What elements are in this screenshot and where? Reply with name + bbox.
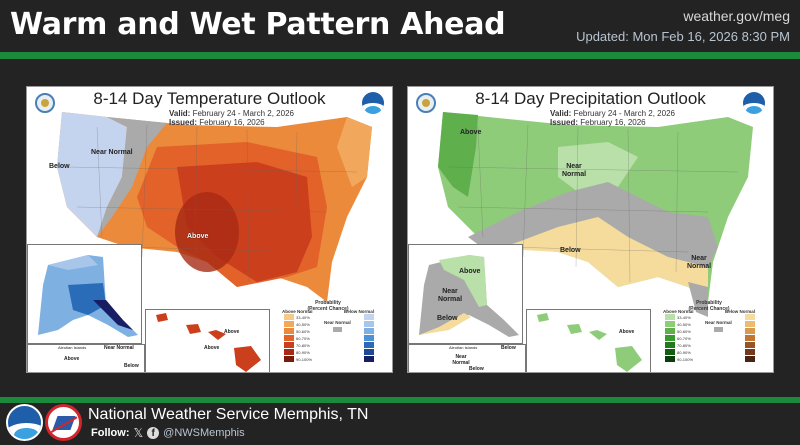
legend-below-swatches (364, 314, 374, 363)
page-title: Warm and Wet Pattern Ahead (10, 7, 506, 42)
label-aleutian-islands: Aleutian Islands (449, 345, 478, 350)
label-aleutians-below: Below (501, 345, 516, 351)
issued-date: Issued: February 16, 2026 (169, 118, 265, 127)
updated-timestamp: Updated: Mon Feb 16, 2026 8:30 PM (576, 29, 790, 44)
legend-title: Probability (Percent Chance) (307, 300, 349, 312)
legend-above-header: Above Normal (663, 309, 694, 314)
issued-label: Issued: (550, 118, 579, 127)
aleutian-inset: Aleutian Islands Near Normal Above Below (27, 344, 145, 372)
temperature-title: 8-14 Day Temperature Outlook (93, 89, 326, 108)
label-northern-rockies: Near Normal (91, 149, 133, 156)
nws-logo-icon (45, 404, 82, 441)
follow-label: Follow: (91, 427, 130, 439)
label-hawaii-above-2: Above (204, 345, 220, 351)
hawaii-inset: Above (526, 309, 651, 372)
precipitation-title: 8-14 Day Precipitation Outlook (475, 89, 706, 108)
legend-below-header: Below Normal (344, 309, 375, 314)
noaa-logo-icon (743, 92, 765, 114)
label-south: Below (560, 247, 581, 254)
label-northwest: Above (460, 129, 482, 136)
issued-date: Issued: February 16, 2026 (550, 118, 646, 127)
label-aleutians-near: Near Normal (452, 354, 470, 366)
alaska-inset (27, 244, 142, 344)
label-aleutians-below: Below (124, 363, 139, 369)
legend-above-swatches: 33-40% 40-50% 50-60% 60-70% 70-80% 80-90… (284, 314, 312, 363)
hawaii-inset: Above Above (145, 309, 270, 372)
label-northwest: Below (49, 163, 70, 170)
commerce-seal-icon (416, 93, 436, 113)
organization-name: National Weather Service Memphis, TN (88, 406, 369, 423)
follow-line: Follow: 𝕏 f @NWSMemphis (91, 426, 245, 440)
label-central: Above (187, 233, 209, 240)
temperature-outlook-map: 8-14 Day Temperature Outlook Valid: Febr… (26, 86, 393, 373)
valid-dates: Valid: February 24 - March 2, 2026 (169, 109, 294, 118)
valid-value: February 24 - March 2, 2026 (573, 109, 675, 118)
valid-dates: Valid: February 24 - March 2, 2026 (550, 109, 675, 118)
accent-bar-bottom (0, 397, 800, 403)
temperature-legend: Probability (Percent Chance) Above Normal… (268, 300, 388, 368)
social-handle[interactable]: @NWSMemphis (163, 427, 245, 439)
hawaii-map-graphic (537, 313, 642, 372)
legend-above-swatches: 33-40% 40-50% 50-60% 60-70% 70-80% 80-90… (665, 314, 693, 363)
label-florida: Near Normal (686, 255, 712, 270)
label-aleutians-below-2: Below (469, 366, 484, 372)
label-aleutians-near: Near Normal (104, 345, 134, 351)
header: Warm and Wet Pattern Ahead weather.gov/m… (0, 0, 800, 50)
label-alaska-near: Near Normal (437, 288, 463, 303)
legend-below-header: Below Normal (725, 309, 756, 314)
label-hawaii-above: Above (619, 329, 635, 335)
label-alaska-above: Above (459, 268, 481, 275)
label-aleutian-islands: Aleutian Islands (58, 345, 87, 350)
legend-title: Probability (Percent Chance) (688, 300, 730, 312)
alaska-inset: Above Near Normal Below (408, 244, 523, 344)
precipitation-map-graphic (438, 112, 753, 317)
site-url[interactable]: weather.gov/meg (683, 8, 790, 24)
label-aleutians-above: Above (64, 356, 80, 362)
precipitation-legend: Probability (Percent Chance) Above Normal… (649, 300, 769, 368)
noaa-logo-icon (362, 92, 384, 114)
legend-above-header: Above Normal (282, 309, 313, 314)
label-central-plains: Near Normal (561, 163, 587, 178)
facebook-icon[interactable]: f (147, 427, 160, 439)
legend-near-normal: Near Normal (324, 320, 351, 332)
issued-value: February 16, 2026 (580, 118, 646, 127)
valid-label: Valid: (169, 109, 191, 118)
valid-value: February 24 - March 2, 2026 (192, 109, 294, 118)
alaska-map-graphic (38, 255, 138, 337)
label-alaska-below: Below (437, 315, 458, 322)
noaa-logo-icon (6, 404, 43, 441)
issued-value: February 16, 2026 (199, 118, 265, 127)
alaska-map-graphic (419, 255, 519, 337)
precipitation-outlook-map: 8-14 Day Precipitation Outlook Valid: Fe… (407, 86, 774, 373)
valid-label: Valid: (550, 109, 572, 118)
legend-below-swatches (745, 314, 755, 363)
issued-label: Issued: (169, 118, 198, 127)
x-icon[interactable]: 𝕏 (133, 426, 144, 440)
label-hawaii-above-1: Above (224, 329, 240, 335)
hawaii-map-graphic (156, 313, 261, 372)
aleutian-inset: Aleutian Islands Below Near Normal Below (408, 344, 526, 372)
commerce-seal-icon (35, 93, 55, 113)
accent-bar-top (0, 52, 800, 59)
legend-near-normal: Near Normal (705, 320, 732, 332)
temperature-map-graphic (57, 112, 372, 302)
